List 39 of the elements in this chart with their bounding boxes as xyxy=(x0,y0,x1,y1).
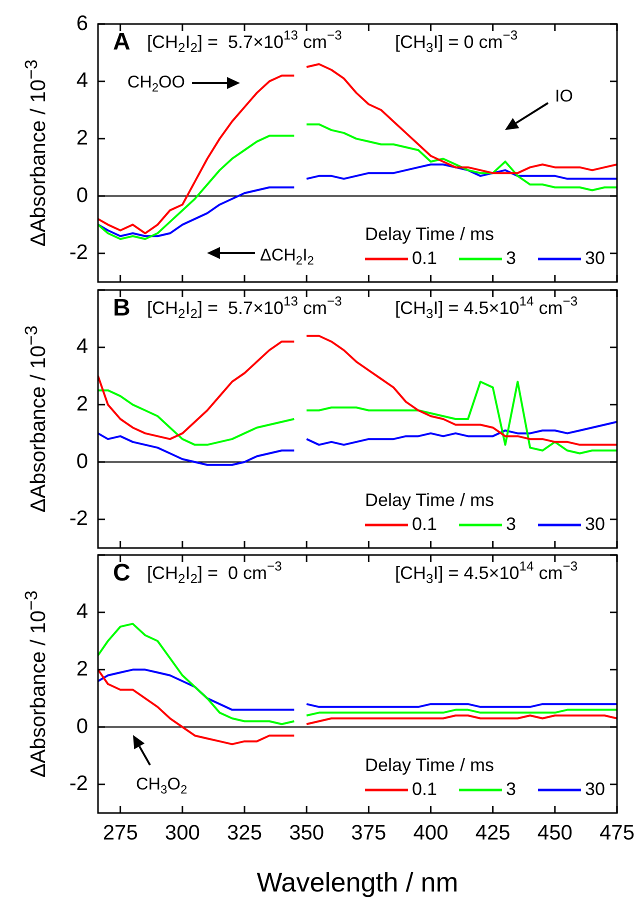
x-tick-label: 325 xyxy=(226,821,262,844)
annotation: IO xyxy=(555,86,573,106)
legend-label: 3 xyxy=(506,248,516,268)
annotation: C xyxy=(113,560,130,587)
x-tick-label: 300 xyxy=(164,821,200,844)
y-tick-label: -2 xyxy=(69,772,88,796)
x-tick-label: 400 xyxy=(413,821,448,844)
x-tick-label: 450 xyxy=(537,821,572,844)
y-tick-label: 2 xyxy=(76,126,88,150)
x-tick-label: 350 xyxy=(289,821,324,844)
y-tick-label: 0 xyxy=(76,184,88,207)
y-tick-label: 0 xyxy=(76,450,88,473)
x-tick-label: 425 xyxy=(475,821,510,844)
legend-label: 3 xyxy=(506,514,516,534)
legend-label: 30 xyxy=(584,248,606,268)
legend-title: Delay Time / ms xyxy=(364,224,494,244)
x-tick-label: 375 xyxy=(351,821,386,844)
annotation: B xyxy=(113,294,130,322)
legend-title: Delay Time / ms xyxy=(364,490,494,510)
y-tick-label: 6 xyxy=(76,12,88,35)
y-tick-label: 4 xyxy=(76,69,88,92)
y-tick-label: 4 xyxy=(76,335,88,358)
x-tick-label: 475 xyxy=(599,821,635,844)
legend-label: 0.1 xyxy=(412,514,437,534)
y-tick-label: 4 xyxy=(76,600,88,624)
legend-label: 0.1 xyxy=(412,248,437,268)
y-tick-label: -2 xyxy=(69,241,88,264)
legend-title: Delay Time / ms xyxy=(364,754,494,775)
y-tick-label: 2 xyxy=(76,392,88,416)
y-tick-label: -2 xyxy=(69,507,88,530)
x-axis-title: Wavelength / nm xyxy=(256,867,458,898)
legend-label: 3 xyxy=(506,778,516,799)
y-tick-label: 0 xyxy=(76,714,88,738)
x-tick-label: 275 xyxy=(102,821,138,844)
y-tick-label: 2 xyxy=(76,657,88,680)
legend-label: 30 xyxy=(584,778,606,799)
legend-label: 0.1 xyxy=(412,778,437,799)
annotation: A xyxy=(113,28,130,56)
legend-label: 30 xyxy=(584,514,606,534)
